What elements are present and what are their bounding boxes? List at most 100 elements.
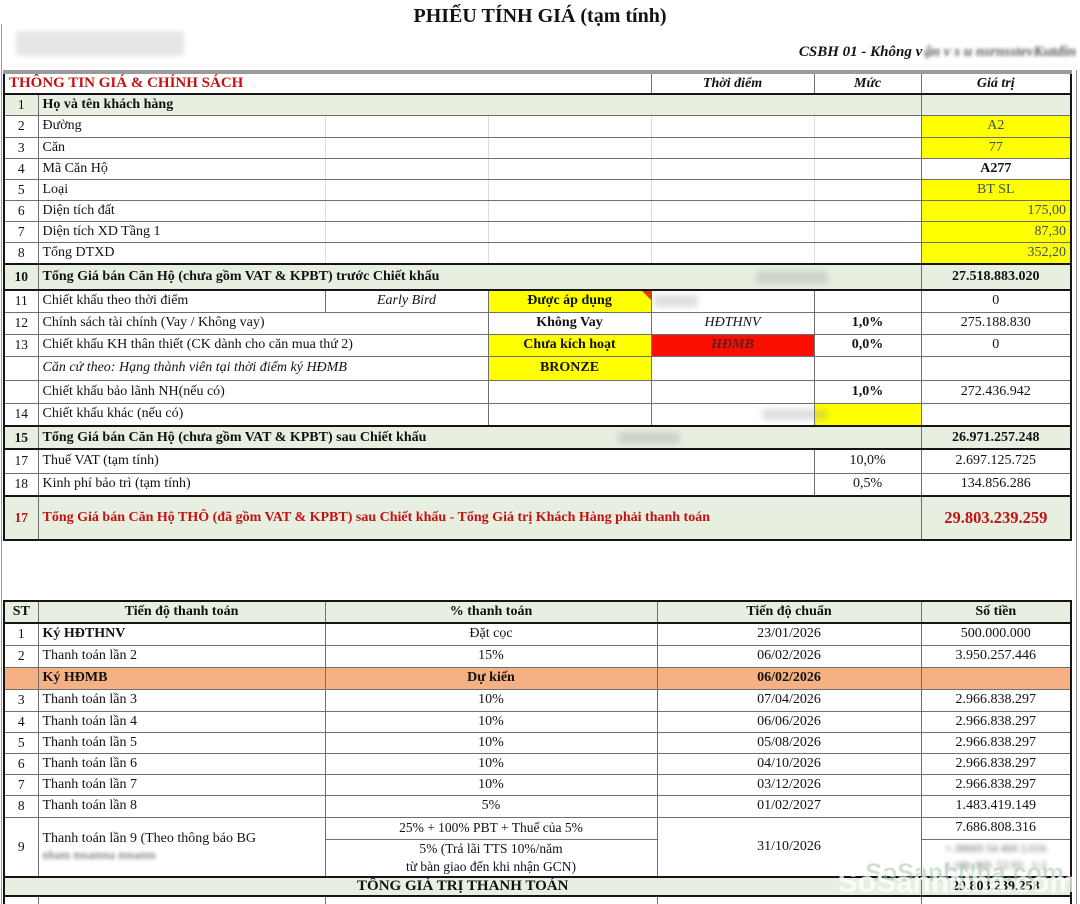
table-row: 17 Thuế VAT (tạm tính) 10,0% 2.697.125.7… bbox=[3, 448, 1072, 474]
payment-total-label: TỔNG GIÁ TRỊ THANH TOÁN bbox=[3, 876, 922, 897]
row-number-cell: 10 bbox=[3, 263, 39, 291]
row-number-cell: 17 bbox=[3, 448, 39, 474]
payment-pct-cell: 10% bbox=[324, 710, 658, 733]
row-label-cell: Chiết khấu theo thời điểm bbox=[37, 289, 326, 313]
payment-pct-cell: 5% (Trả lãi TTS 10%/năm từ bàn giao đến k… bbox=[324, 838, 658, 878]
loan-time-value: HĐTHNV bbox=[650, 311, 815, 335]
type-field[interactable]: BT SL bbox=[920, 178, 1072, 201]
payment-label-cell: Thanh toán lần 2 bbox=[37, 644, 326, 668]
empty-cell bbox=[650, 114, 815, 138]
payment-pct-cell: 10% bbox=[324, 688, 658, 712]
row-number-cell: 14 bbox=[3, 402, 39, 427]
empty-cell bbox=[650, 136, 815, 159]
row-label-cell: Diện tích XD Tầng 1 bbox=[37, 220, 326, 243]
table-row: 7 Diện tích XD Tầng 1 87,30 bbox=[3, 220, 1072, 243]
row-number-cell: 8 bbox=[3, 241, 39, 265]
payment-date-cell: 31/10/2026 bbox=[656, 816, 922, 878]
table-row: Căn cứ theo: Hạng thành viên tại thời đi… bbox=[3, 355, 1072, 381]
empty-cell bbox=[813, 136, 922, 159]
empty-cell bbox=[813, 220, 922, 243]
table-row: 11 Chiết khấu theo thời điểm Early Bird … bbox=[3, 289, 1072, 313]
row-label-cell: Tổng Giá bán Căn Hộ (chưa gồm VAT & KPBT… bbox=[37, 263, 922, 291]
milestone-pct-cell: Dự kiến bbox=[324, 666, 658, 690]
empty-cell bbox=[3, 379, 39, 404]
empty-cell bbox=[656, 895, 922, 904]
total-area-field[interactable]: 352,20 bbox=[920, 241, 1072, 265]
page-title: PHIẾU TÍNH GIÁ (tạm tính) bbox=[413, 5, 667, 27]
table-row: 13 Chiết khấu KH thân thiết (CK dành cho… bbox=[3, 333, 1072, 357]
row-number-cell: 1 bbox=[3, 93, 39, 116]
col-header-value: Giá trị bbox=[920, 71, 1072, 95]
row-number-cell: 3 bbox=[3, 688, 39, 712]
empty-cell bbox=[650, 157, 815, 180]
vat-value: 2.697.125.725 bbox=[920, 448, 1072, 474]
payment-label-cell: Thanh toán lần 6 bbox=[37, 752, 326, 775]
empty-cell bbox=[487, 157, 652, 180]
empty-cell bbox=[324, 895, 658, 904]
row-number-cell: 17 bbox=[3, 495, 39, 541]
payment-amount-cell: 2.966.838.297 bbox=[920, 688, 1072, 712]
empty-cell bbox=[650, 220, 815, 243]
row-number-cell: 9 bbox=[3, 816, 39, 878]
payment-amount-cell: 2.966.838.297 bbox=[920, 752, 1072, 775]
member-tier-field[interactable]: BRONZE bbox=[487, 355, 652, 381]
payment-date-cell: 01/02/2027 bbox=[656, 794, 922, 818]
empty-cell bbox=[324, 199, 489, 222]
empty-cell bbox=[813, 199, 922, 222]
payment-date-cell: 06/02/2026 bbox=[656, 644, 922, 668]
maintenance-value: 134.856.286 bbox=[920, 472, 1072, 497]
loan-status-value: Không Vay bbox=[487, 311, 652, 335]
discount-status-field[interactable]: Được áp dụng bbox=[487, 289, 652, 313]
empty-cell bbox=[487, 114, 652, 138]
empty-cell bbox=[324, 136, 489, 159]
customer-name-field[interactable] bbox=[920, 93, 1072, 116]
row-number-cell: 18 bbox=[3, 472, 39, 497]
payment-label-cell: Thanh toán lần 9 (Theo thông báo BG nham … bbox=[37, 816, 326, 878]
unit-field[interactable]: 77 bbox=[920, 136, 1072, 159]
payment-header-row: ST Tiến độ thanh toán % thanh toán Tiến … bbox=[3, 600, 1072, 624]
row-number-cell bbox=[3, 666, 39, 690]
row-number-cell: 6 bbox=[3, 199, 39, 222]
table-row: 5 Loại BT SL bbox=[3, 178, 1072, 201]
street-field[interactable]: A2 bbox=[920, 114, 1072, 138]
payment-label-cell: Ký HĐTHNV bbox=[37, 622, 326, 646]
empty-cell bbox=[487, 220, 652, 243]
policy-note-redacted: ận v s u nsrnsstevKutdin bbox=[924, 44, 1076, 60]
col-header-pct: % thanh toán bbox=[324, 600, 658, 624]
hdmb-alert-cell: HĐMB bbox=[650, 333, 815, 357]
payment-row: 8 Thanh toán lần 8 5% 01/02/2027 1.483.4… bbox=[3, 794, 1072, 818]
empty-cell bbox=[813, 114, 922, 138]
row-number-cell: 7 bbox=[3, 220, 39, 243]
payment-row: 7 Thanh toán lần 7 10% 03/12/2026 2.966.… bbox=[3, 773, 1072, 796]
payment-pct-cell: 10% bbox=[324, 752, 658, 775]
payment-amount-redacted-cell: +.38669 54 400 2.016 1.16b.369 .52.93 . 1… bbox=[920, 838, 1072, 878]
row-label-cell: Họ và tên khách hàng bbox=[37, 93, 922, 116]
other-discount-field[interactable] bbox=[813, 402, 922, 427]
table-row: 18 Kinh phí bảo trì (tạm tính) 0,5% 134.… bbox=[3, 472, 1072, 497]
loyalty-discount-value: 0 bbox=[920, 333, 1072, 357]
col-header-rate: Mức bbox=[813, 71, 922, 95]
row-label-cell: Kinh phí bảo trì (tạm tính) bbox=[37, 472, 815, 497]
row-number-cell: 13 bbox=[3, 333, 39, 357]
row-label-cell: Tổng Giá bán Căn Hộ (chưa gồm VAT & KPBT… bbox=[37, 425, 922, 450]
row-label-cell: Chính sách tài chính (Vay / Không vay) bbox=[37, 311, 489, 335]
empty-cell bbox=[3, 355, 39, 381]
row-number-cell: 4 bbox=[3, 157, 39, 180]
payment-label-cell: Thanh toán lần 5 bbox=[37, 731, 326, 754]
empty-cell bbox=[920, 355, 1072, 381]
loan-rate-value: 1,0% bbox=[813, 311, 922, 335]
price-before-discount-value[interactable]: 27.518.883.020 bbox=[920, 263, 1072, 291]
land-area-field[interactable]: 175,00 bbox=[920, 199, 1072, 222]
empty-cell bbox=[920, 895, 1072, 904]
table-row: 8 Tổng DTXD 352,20 bbox=[3, 241, 1072, 265]
empty-cell bbox=[650, 402, 815, 427]
price-after-discount-value: 26.971.257.248 bbox=[920, 425, 1072, 450]
loyalty-status-field[interactable]: Chưa kích hoạt bbox=[487, 333, 652, 357]
floor1-area-field[interactable]: 87,30 bbox=[920, 220, 1072, 243]
payment-amount-cell: 3.950.257.446 bbox=[920, 644, 1072, 668]
payment-amount-cell: 7.686.808.316 bbox=[920, 816, 1072, 840]
row-number-cell: 15 bbox=[3, 425, 39, 450]
cutoff-row bbox=[3, 895, 1072, 904]
payment9-label-text: Thanh toán lần 9 (Theo thông báo BG bbox=[42, 830, 256, 846]
loan-discount-value: 275.188.830 bbox=[920, 311, 1072, 335]
